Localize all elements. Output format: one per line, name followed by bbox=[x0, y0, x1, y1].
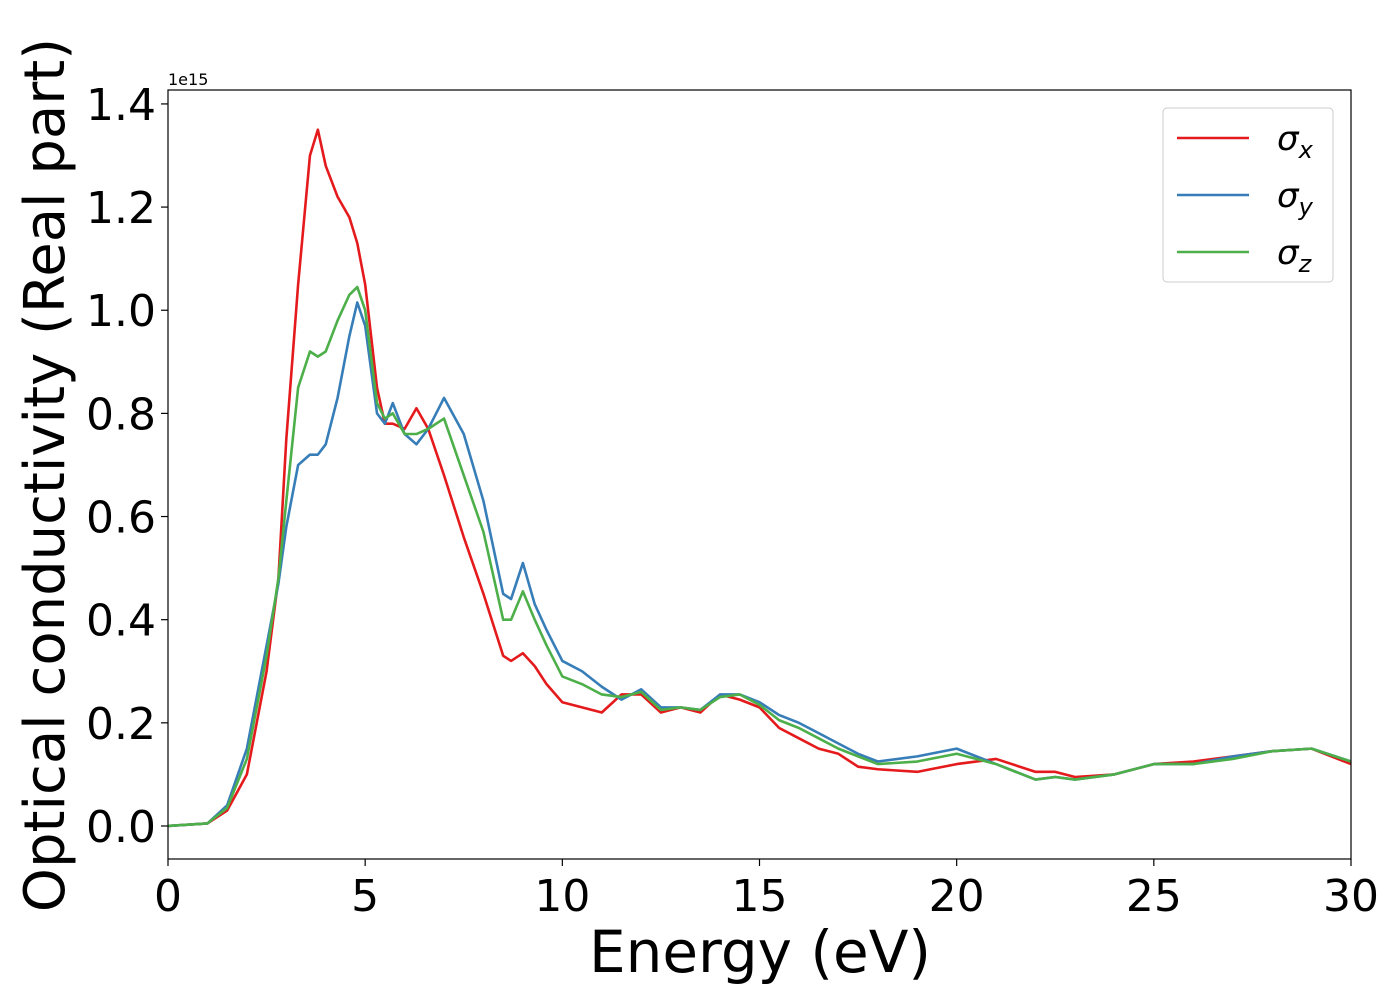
legend-label: σx bbox=[1277, 119, 1314, 164]
y-tick-label: 0.4 bbox=[86, 596, 156, 647]
series-line bbox=[168, 301, 1351, 828]
x-tick-label: 5 bbox=[351, 871, 379, 922]
x-tick-label: 20 bbox=[929, 871, 985, 922]
series-line bbox=[168, 285, 1351, 828]
x-tick-label: 25 bbox=[1126, 871, 1182, 922]
x-tick-label: 15 bbox=[732, 871, 788, 922]
series-line bbox=[168, 128, 1351, 828]
x-tick-label: 10 bbox=[534, 871, 590, 922]
y-tick-label: 0.0 bbox=[86, 802, 156, 853]
x-axis-label: Energy (eV) bbox=[589, 918, 931, 986]
y-tick-label: 1.0 bbox=[86, 286, 156, 337]
y-tick-label: 1.4 bbox=[86, 80, 156, 131]
legend-label: σy bbox=[1277, 176, 1314, 221]
y-tick-label: 1.2 bbox=[86, 183, 156, 234]
y-tick-label: 0.6 bbox=[86, 493, 156, 544]
x-tick-label: 30 bbox=[1323, 871, 1379, 922]
y-tick-label: 0.8 bbox=[86, 389, 156, 440]
y-tick-label: 0.2 bbox=[86, 699, 156, 750]
offset-label: 1e15 bbox=[168, 70, 208, 89]
x-tick-label: 0 bbox=[154, 871, 182, 922]
legend-label: σz bbox=[1277, 233, 1313, 278]
y-axis-label: Optical conductivity (Real part) bbox=[13, 38, 78, 912]
